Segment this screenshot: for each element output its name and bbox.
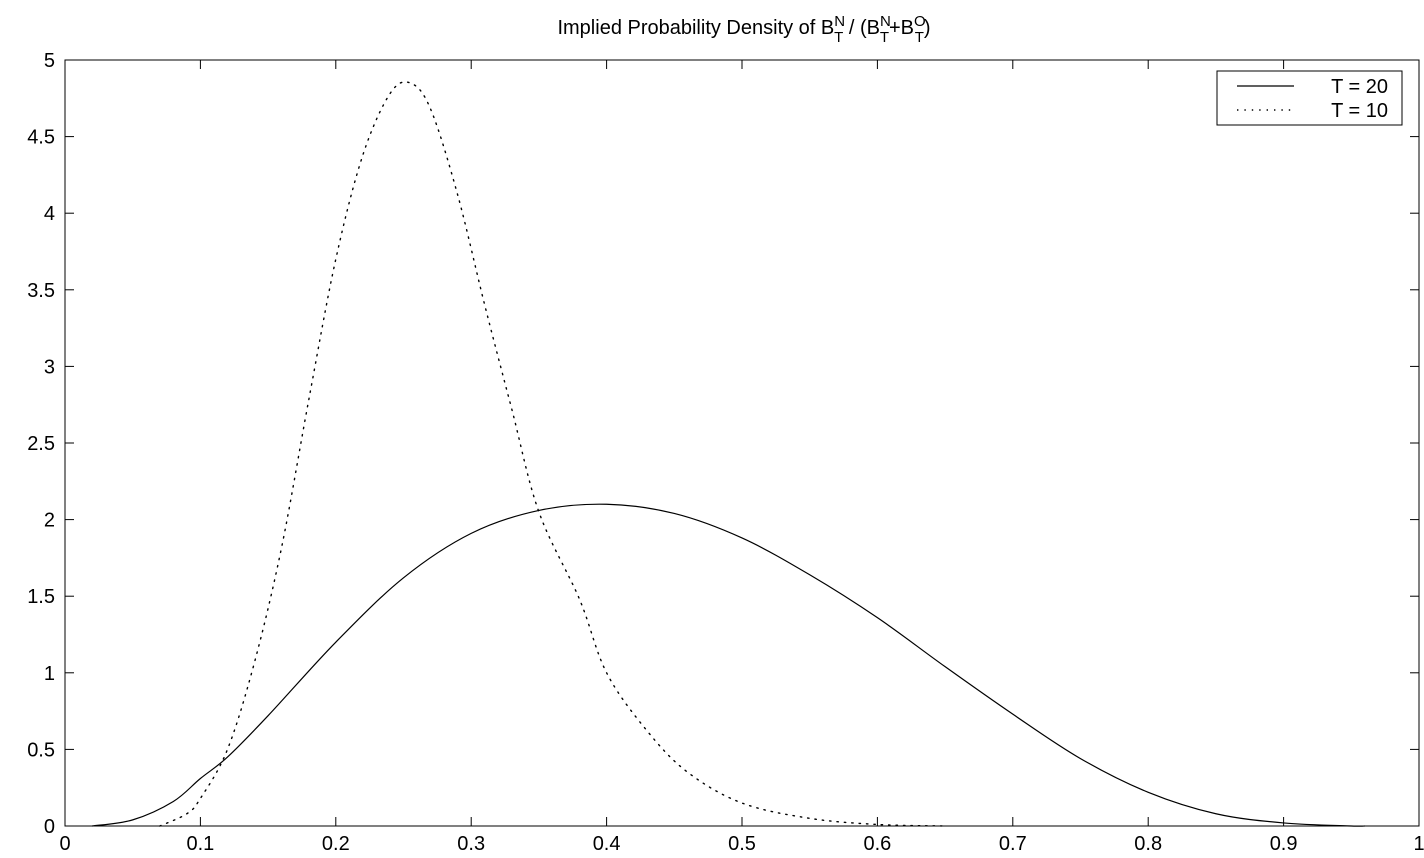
y-tick-label: 1	[44, 663, 55, 685]
x-tick-label: 0.4	[593, 833, 621, 855]
chart-title: Implied Probability Density of BN T / (BN…	[557, 13, 930, 46]
x-tick-label: 0.1	[186, 833, 214, 855]
legend-box	[1216, 70, 1403, 126]
x-tick-label: 1	[1413, 833, 1424, 855]
x-tick-label: 0.8	[1134, 833, 1162, 855]
y-tick-label: 4.5	[27, 127, 55, 149]
plot-area-frame	[64, 59, 1420, 827]
x-tick-label: 0.7	[999, 833, 1027, 855]
x-tick-label: 0.9	[1270, 833, 1298, 855]
x-tick-label: 0.5	[728, 833, 756, 855]
y-tick-label: 4	[44, 203, 55, 225]
y-tick-label: 0.5	[27, 739, 55, 761]
x-tick-label: 0.3	[457, 833, 485, 855]
series-lines	[91, 81, 1365, 827]
legend: T = 20 T = 10	[1216, 70, 1403, 126]
series-line-t20	[91, 503, 1365, 827]
x-tick-label: 0	[59, 833, 70, 855]
y-tick-label: 1.5	[27, 586, 55, 608]
y-tick-label: 0	[44, 816, 55, 838]
y-tick-label: 2.5	[27, 433, 55, 455]
y-tick-label: 2	[44, 510, 55, 532]
x-tick-label: 0.6	[863, 833, 891, 855]
legend-label-t10: T = 10	[1331, 100, 1388, 122]
axis-ticks: 0 0.1 0.2 0.3 0.4 0.5 0.6 0.7 0.8 0.9 1 0 0.5 1 1.5 2 2.…	[27, 50, 1424, 855]
x-tick-label: 0.2	[322, 833, 350, 855]
y-tick-label: 5	[44, 50, 55, 72]
y-tick-label: 3	[44, 356, 55, 378]
y-tick-label: 3.5	[27, 280, 55, 302]
legend-label-t20: T = 20	[1331, 76, 1388, 98]
series-line-t10	[159, 81, 946, 827]
